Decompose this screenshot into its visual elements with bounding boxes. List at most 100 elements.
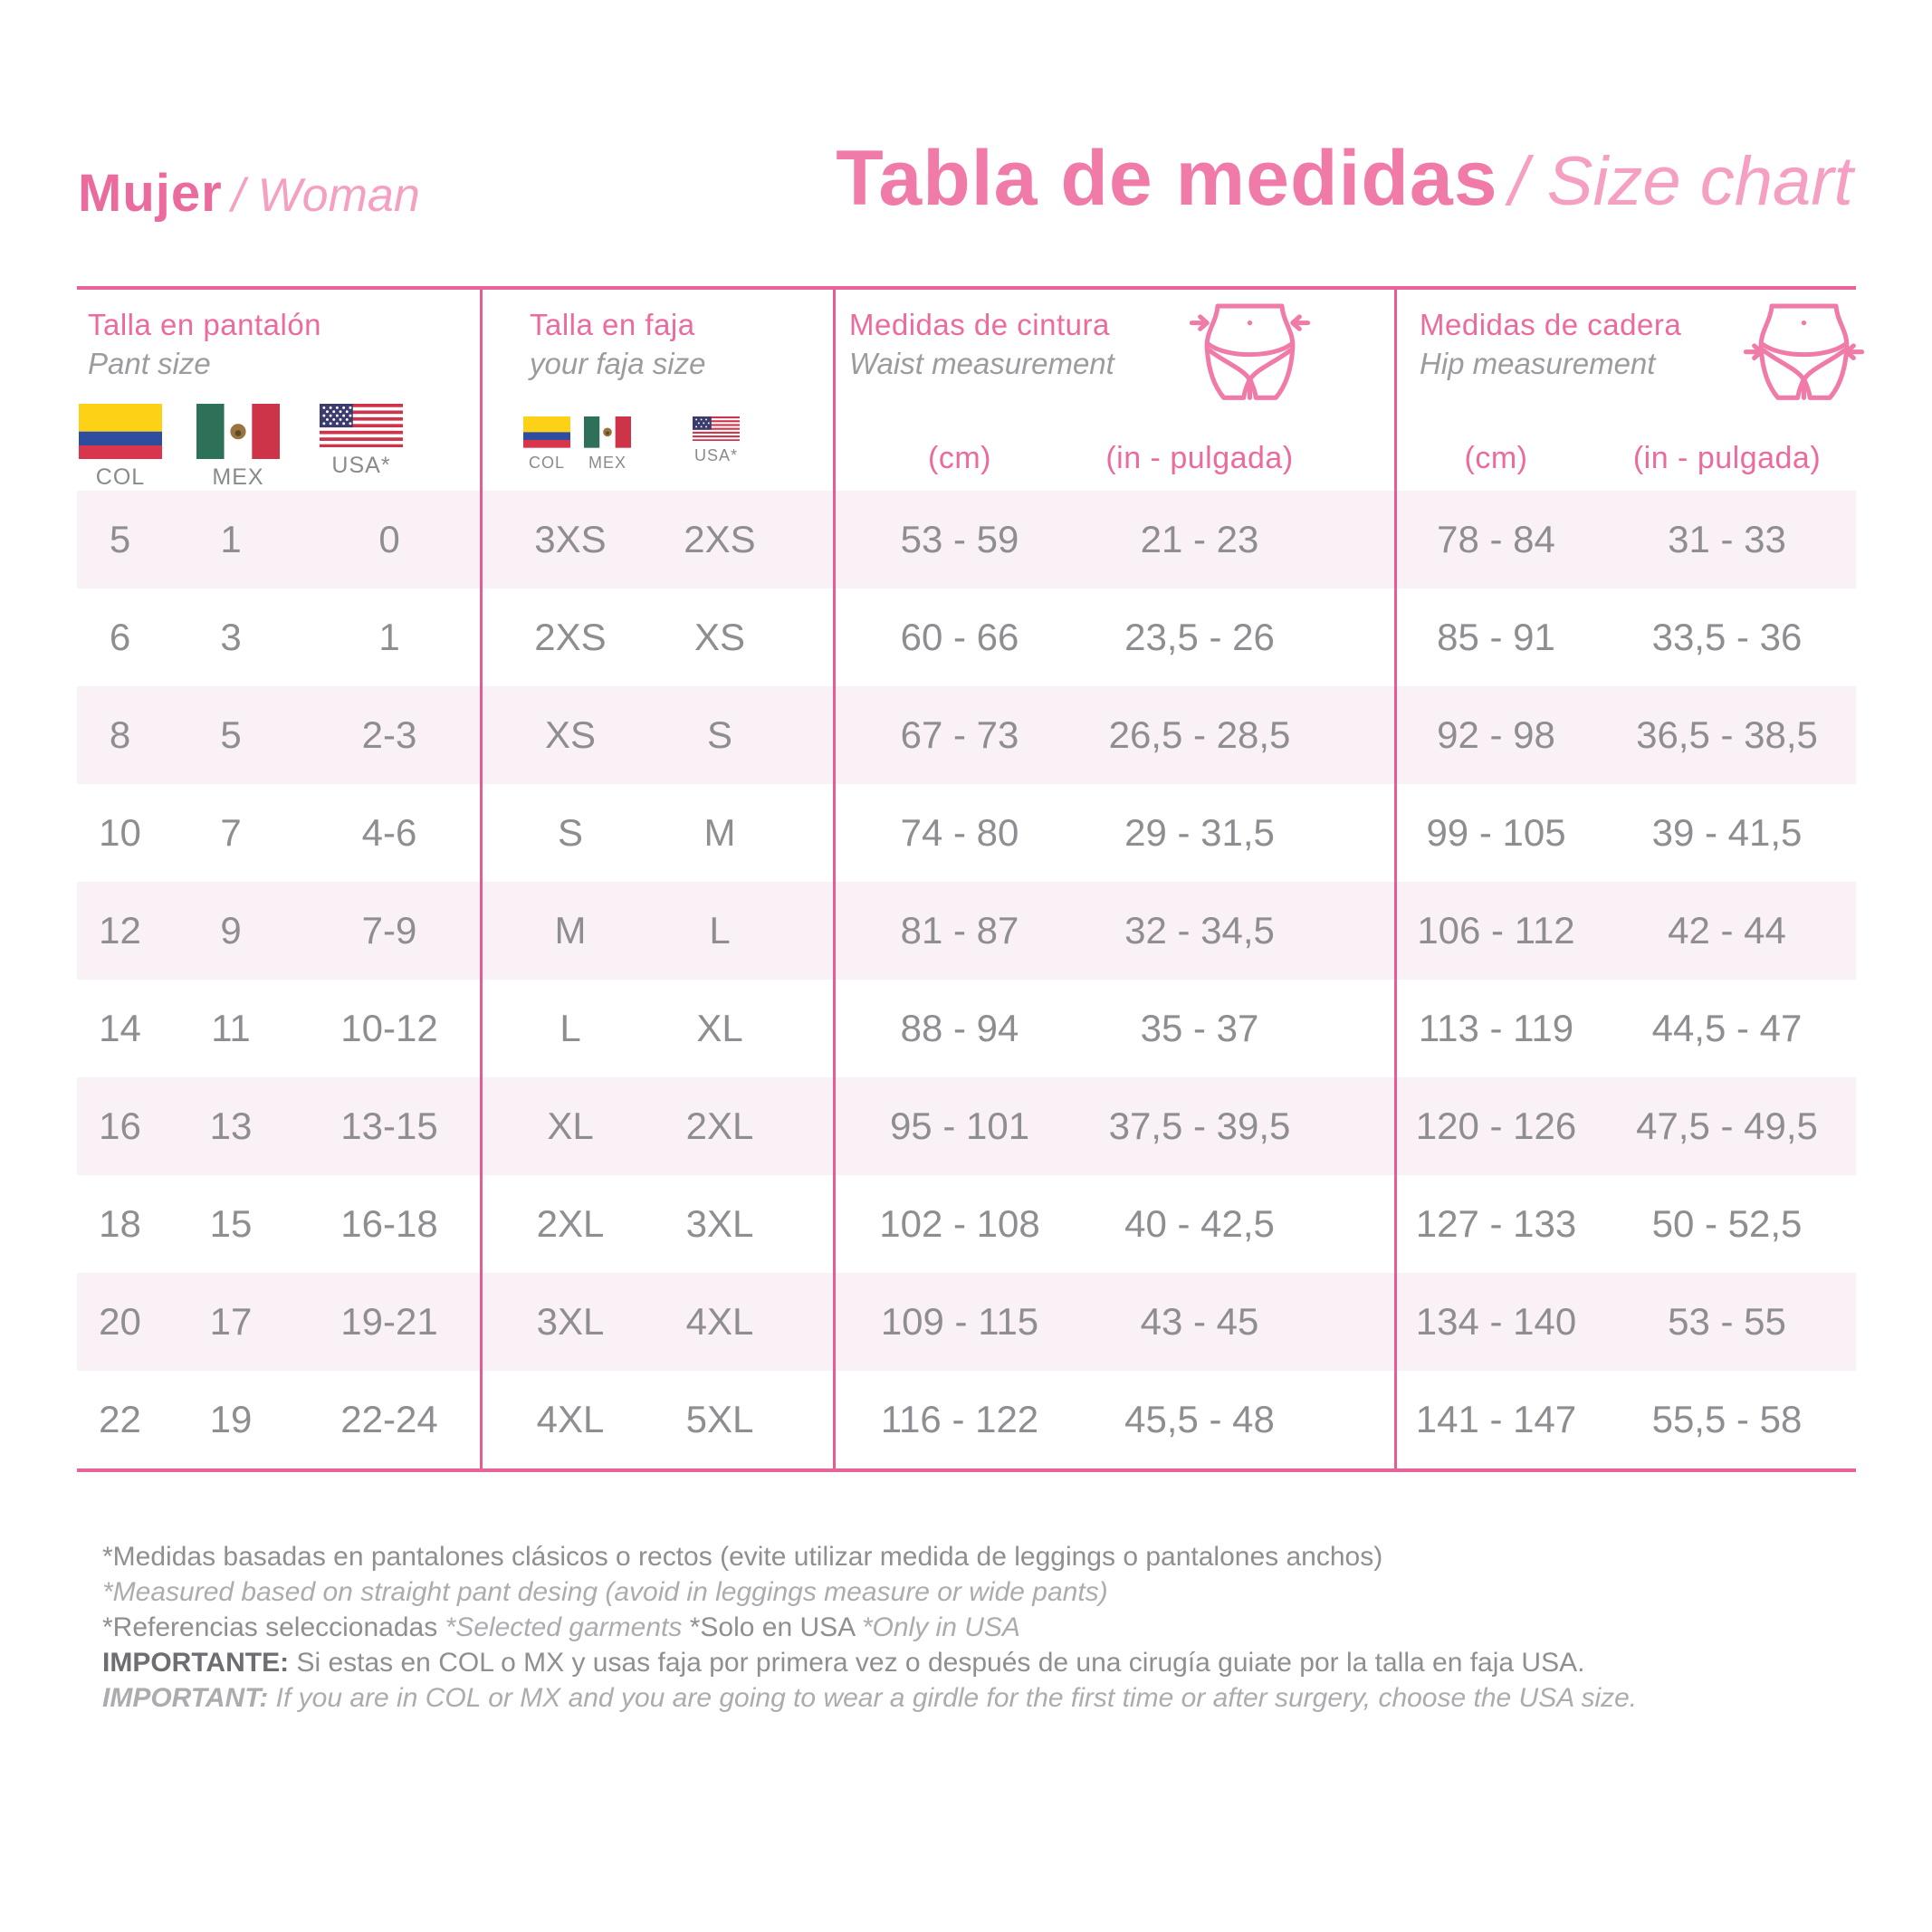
footnote-important-label: IMPORTANT: <box>102 1683 276 1713</box>
faja-colmex-cell: 2XL <box>536 1202 605 1245</box>
footnote-important-label: IMPORTANTE: <box>102 1648 297 1678</box>
faja-usa-cell: 4XL <box>685 1300 754 1343</box>
table-row: 5 1 0 3XS 2XS 53 - 59 21 - 23 78 - 84 31 - 33 <box>77 491 1856 588</box>
pant-usa-cell: 0 <box>378 518 400 560</box>
faja-colmex-cell: 2XS <box>534 616 607 658</box>
hip-in-cell: 44,5 - 47 <box>1651 1007 1803 1049</box>
pant-col-cell: 6 <box>109 616 131 658</box>
waist-in-cell: 43 - 45 <box>1140 1300 1259 1343</box>
hip-cm-cell: 106 - 112 <box>1417 909 1575 952</box>
hip-in-unit: (in - pulgada) <box>1632 440 1822 475</box>
pant-col-cell: 16 <box>99 1105 141 1147</box>
pant-col-cell: 10 <box>99 811 141 854</box>
pant-usa-cell: 19-21 <box>340 1300 438 1343</box>
pant-col-cell: 12 <box>99 909 141 952</box>
hip-in-cell: 33,5 - 36 <box>1651 616 1803 658</box>
pant-usa-cell: 13-15 <box>340 1105 438 1147</box>
faja-colmex-cell: 3XS <box>534 518 607 560</box>
faja-usa-cell: XL <box>696 1007 743 1049</box>
footnote-text: *Selected garments <box>445 1612 690 1642</box>
pant-mex-cell: 1 <box>220 518 242 560</box>
waist-in-cell: 40 - 42,5 <box>1124 1202 1275 1245</box>
hip-in-cell: 42 - 44 <box>1668 909 1786 952</box>
pant-mex-cell: 15 <box>209 1202 253 1245</box>
column-divider <box>480 290 483 1468</box>
waist-cm-cell: 116 - 122 <box>880 1398 1039 1440</box>
table-row: 16 13 13-15 XL 2XL 95 - 101 37,5 - 39,5 120 - 1… <box>77 1077 1856 1175</box>
pant-mex-cell: 13 <box>209 1105 253 1147</box>
pant-mex-cell: 5 <box>220 713 242 756</box>
hip-title-es: Medidas de cadera <box>1420 308 1682 341</box>
table-row: 14 11 10-12 L XL 88 - 94 35 - 37 113 - 119 44,5 … <box>77 980 1856 1077</box>
footnote-line: *Referencias seleccionadas *Selected gar… <box>102 1610 1868 1645</box>
waist-in-cell: 45,5 - 48 <box>1124 1398 1275 1440</box>
pant-col-cell: 22 <box>99 1398 141 1440</box>
waist-cm-cell: 74 - 80 <box>900 811 1019 854</box>
pant-col-cell: 18 <box>99 1202 141 1245</box>
pant-usa-cell: 4-6 <box>361 811 417 854</box>
waist-in-cell: 23,5 - 26 <box>1124 616 1275 658</box>
hip-cm-cell: 78 - 84 <box>1437 518 1555 560</box>
footnote-text: *Medidas basadas en pantalones clásicos … <box>102 1542 1383 1572</box>
colombia-flag-icon: COL <box>79 404 162 491</box>
hip-in-cell: 39 - 41,5 <box>1651 811 1803 854</box>
pant-mex-cell: 7 <box>220 811 242 854</box>
hip-cm-cell: 127 - 133 <box>1415 1202 1577 1245</box>
mexico-flag-icon: MEX <box>196 404 280 491</box>
flag-label: COL <box>528 453 565 472</box>
pant-size-title-es: Talla en pantalón <box>88 308 322 341</box>
hip-cm-unit: (cm) <box>1464 440 1528 475</box>
hip-in-cell: 36,5 - 38,5 <box>1636 713 1818 756</box>
table-row: 6 3 1 2XS XS 60 - 66 23,5 - 26 85 - 91 33,5 - 36 <box>77 588 1856 686</box>
waist-in-cell: 26,5 - 28,5 <box>1108 713 1291 756</box>
table-row: 22 19 22-24 4XL 5XL 116 - 122 45,5 - 48 141 - 1… <box>77 1371 1856 1468</box>
pant-mex-cell: 17 <box>209 1300 253 1343</box>
size-table: Talla en pantalón Pant size Talla en faj… <box>77 286 1865 1472</box>
pant-usa-cell: 1 <box>378 616 400 658</box>
pant-col-cell: 5 <box>109 518 131 560</box>
waist-title-en: Waist measurement <box>849 347 1114 380</box>
pant-mex-cell: 11 <box>211 1007 251 1049</box>
pant-size-header: Talla en pantalón Pant size <box>88 308 321 381</box>
table-row: 8 5 2-3 XS S 67 - 73 26,5 - 28,5 92 - 98 36,5 - … <box>77 686 1856 784</box>
pant-usa-cell: 10-12 <box>340 1007 438 1049</box>
waist-cm-cell: 102 - 108 <box>879 1202 1040 1245</box>
hip-cm-cell: 99 - 105 <box>1426 811 1566 854</box>
waist-cm-unit: (cm) <box>928 440 991 475</box>
table-row: 12 9 7-9 M L 81 - 87 32 - 34,5 106 - 112 42 - 44 <box>77 882 1856 980</box>
pant-usa-cell: 16-18 <box>340 1202 438 1245</box>
waist-measure-icon <box>1189 301 1311 402</box>
waist-in-cell: 21 - 23 <box>1140 518 1259 560</box>
pant-usa-cell: 7-9 <box>361 909 417 952</box>
pant-mex-cell: 9 <box>220 909 242 952</box>
colombia-flag-icon: COL <box>523 416 570 473</box>
waist-in-cell: 32 - 34,5 <box>1124 909 1275 952</box>
faja-usa-cell: 2XL <box>685 1105 754 1147</box>
faja-colmex-cell: XL <box>547 1105 594 1147</box>
faja-size-title-en: your faja size <box>530 347 706 380</box>
hip-in-cell: 53 - 55 <box>1668 1300 1786 1343</box>
waist-cm-cell: 67 - 73 <box>900 713 1019 756</box>
flag-label: USA* <box>693 446 738 465</box>
flag-label: USA* <box>331 453 391 479</box>
footnote-line: *Medidas basadas en pantalones clásicos … <box>102 1539 1868 1574</box>
waist-header: Medidas de cintura Waist measurement <box>849 308 1114 381</box>
faja-usa-cell: M <box>703 811 736 854</box>
footnote-line: IMPORTANT: If you are in COL or MX and y… <box>102 1680 1868 1716</box>
table-row: 18 15 16-18 2XL 3XL 102 - 108 40 - 42,5 127 - 1… <box>77 1175 1856 1273</box>
footnote-text: *Only in USA <box>861 1612 1020 1642</box>
footnote-text: If you are in COL or MX and you are goin… <box>275 1683 1638 1713</box>
footnote-text: *Solo en USA <box>689 1612 862 1642</box>
hip-in-cell: 50 - 52,5 <box>1651 1202 1803 1245</box>
hip-cm-cell: 85 - 91 <box>1437 616 1555 658</box>
footnote-text: *Referencias seleccionadas <box>102 1612 445 1642</box>
units-row: (cm) (in - pulgada) (cm) (in - pulgada) <box>77 433 1856 483</box>
waist-cm-cell: 95 - 101 <box>889 1105 1030 1147</box>
gender-title: Mujer / Woman <box>78 163 420 224</box>
faja-colmex-cell: 3XL <box>536 1300 605 1343</box>
waist-cm-cell: 109 - 115 <box>880 1300 1039 1343</box>
footnotes: *Medidas basadas en pantalones clásicos … <box>102 1539 1868 1716</box>
waist-cm-cell: 53 - 59 <box>900 518 1019 560</box>
faja-usa-cell: 2XS <box>684 518 756 560</box>
